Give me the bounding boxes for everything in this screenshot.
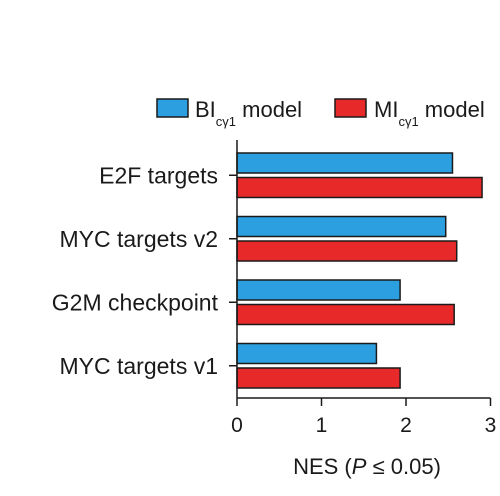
bar-mi-myc-targets-v1 [236,367,401,389]
bar-bi-myc-targets-v1 [236,342,378,365]
x-tick-label-0: 0 [231,414,243,437]
legend-item-bi: BIcγ1 model [156,97,302,129]
bar-mi-g2m-checkpoint [236,303,455,326]
x-tick-label-1: 1 [316,414,328,437]
x-tick-label-2: 2 [400,414,412,437]
category-label-myc-targets-v1: MYC targets v1 [60,353,219,379]
legend-label-bi: BIcγ1 model [195,97,302,129]
legend-label-mi: MIcγ1 model [374,97,485,129]
bar-bi-myc-targets-v2 [236,215,447,238]
bar-mi-myc-targets-v2 [236,240,458,262]
x-axis-title: NES (P ≤ 0.05) [293,454,441,479]
bar-bi-g2m-checkpoint [236,279,401,301]
plot-area: E2F targets MYC targets v2 G2M checkpoint M… [52,140,497,437]
legend: BIcγ1 model MIcγ1 model [156,97,485,129]
bar-mi-e2f-targets [236,176,483,199]
legend-swatch-mi [334,98,367,118]
category-label-e2f-targets: E2F targets [99,162,218,188]
x-tick-label-3: 3 [485,414,497,437]
legend-item-mi: MIcγ1 model [334,97,485,129]
bar-bi-e2f-targets [236,152,454,174]
category-label-g2m-checkpoint: G2M checkpoint [52,289,219,315]
category-label-myc-targets-v2: MYC targets v2 [60,226,219,252]
legend-swatch-bi [156,98,189,118]
